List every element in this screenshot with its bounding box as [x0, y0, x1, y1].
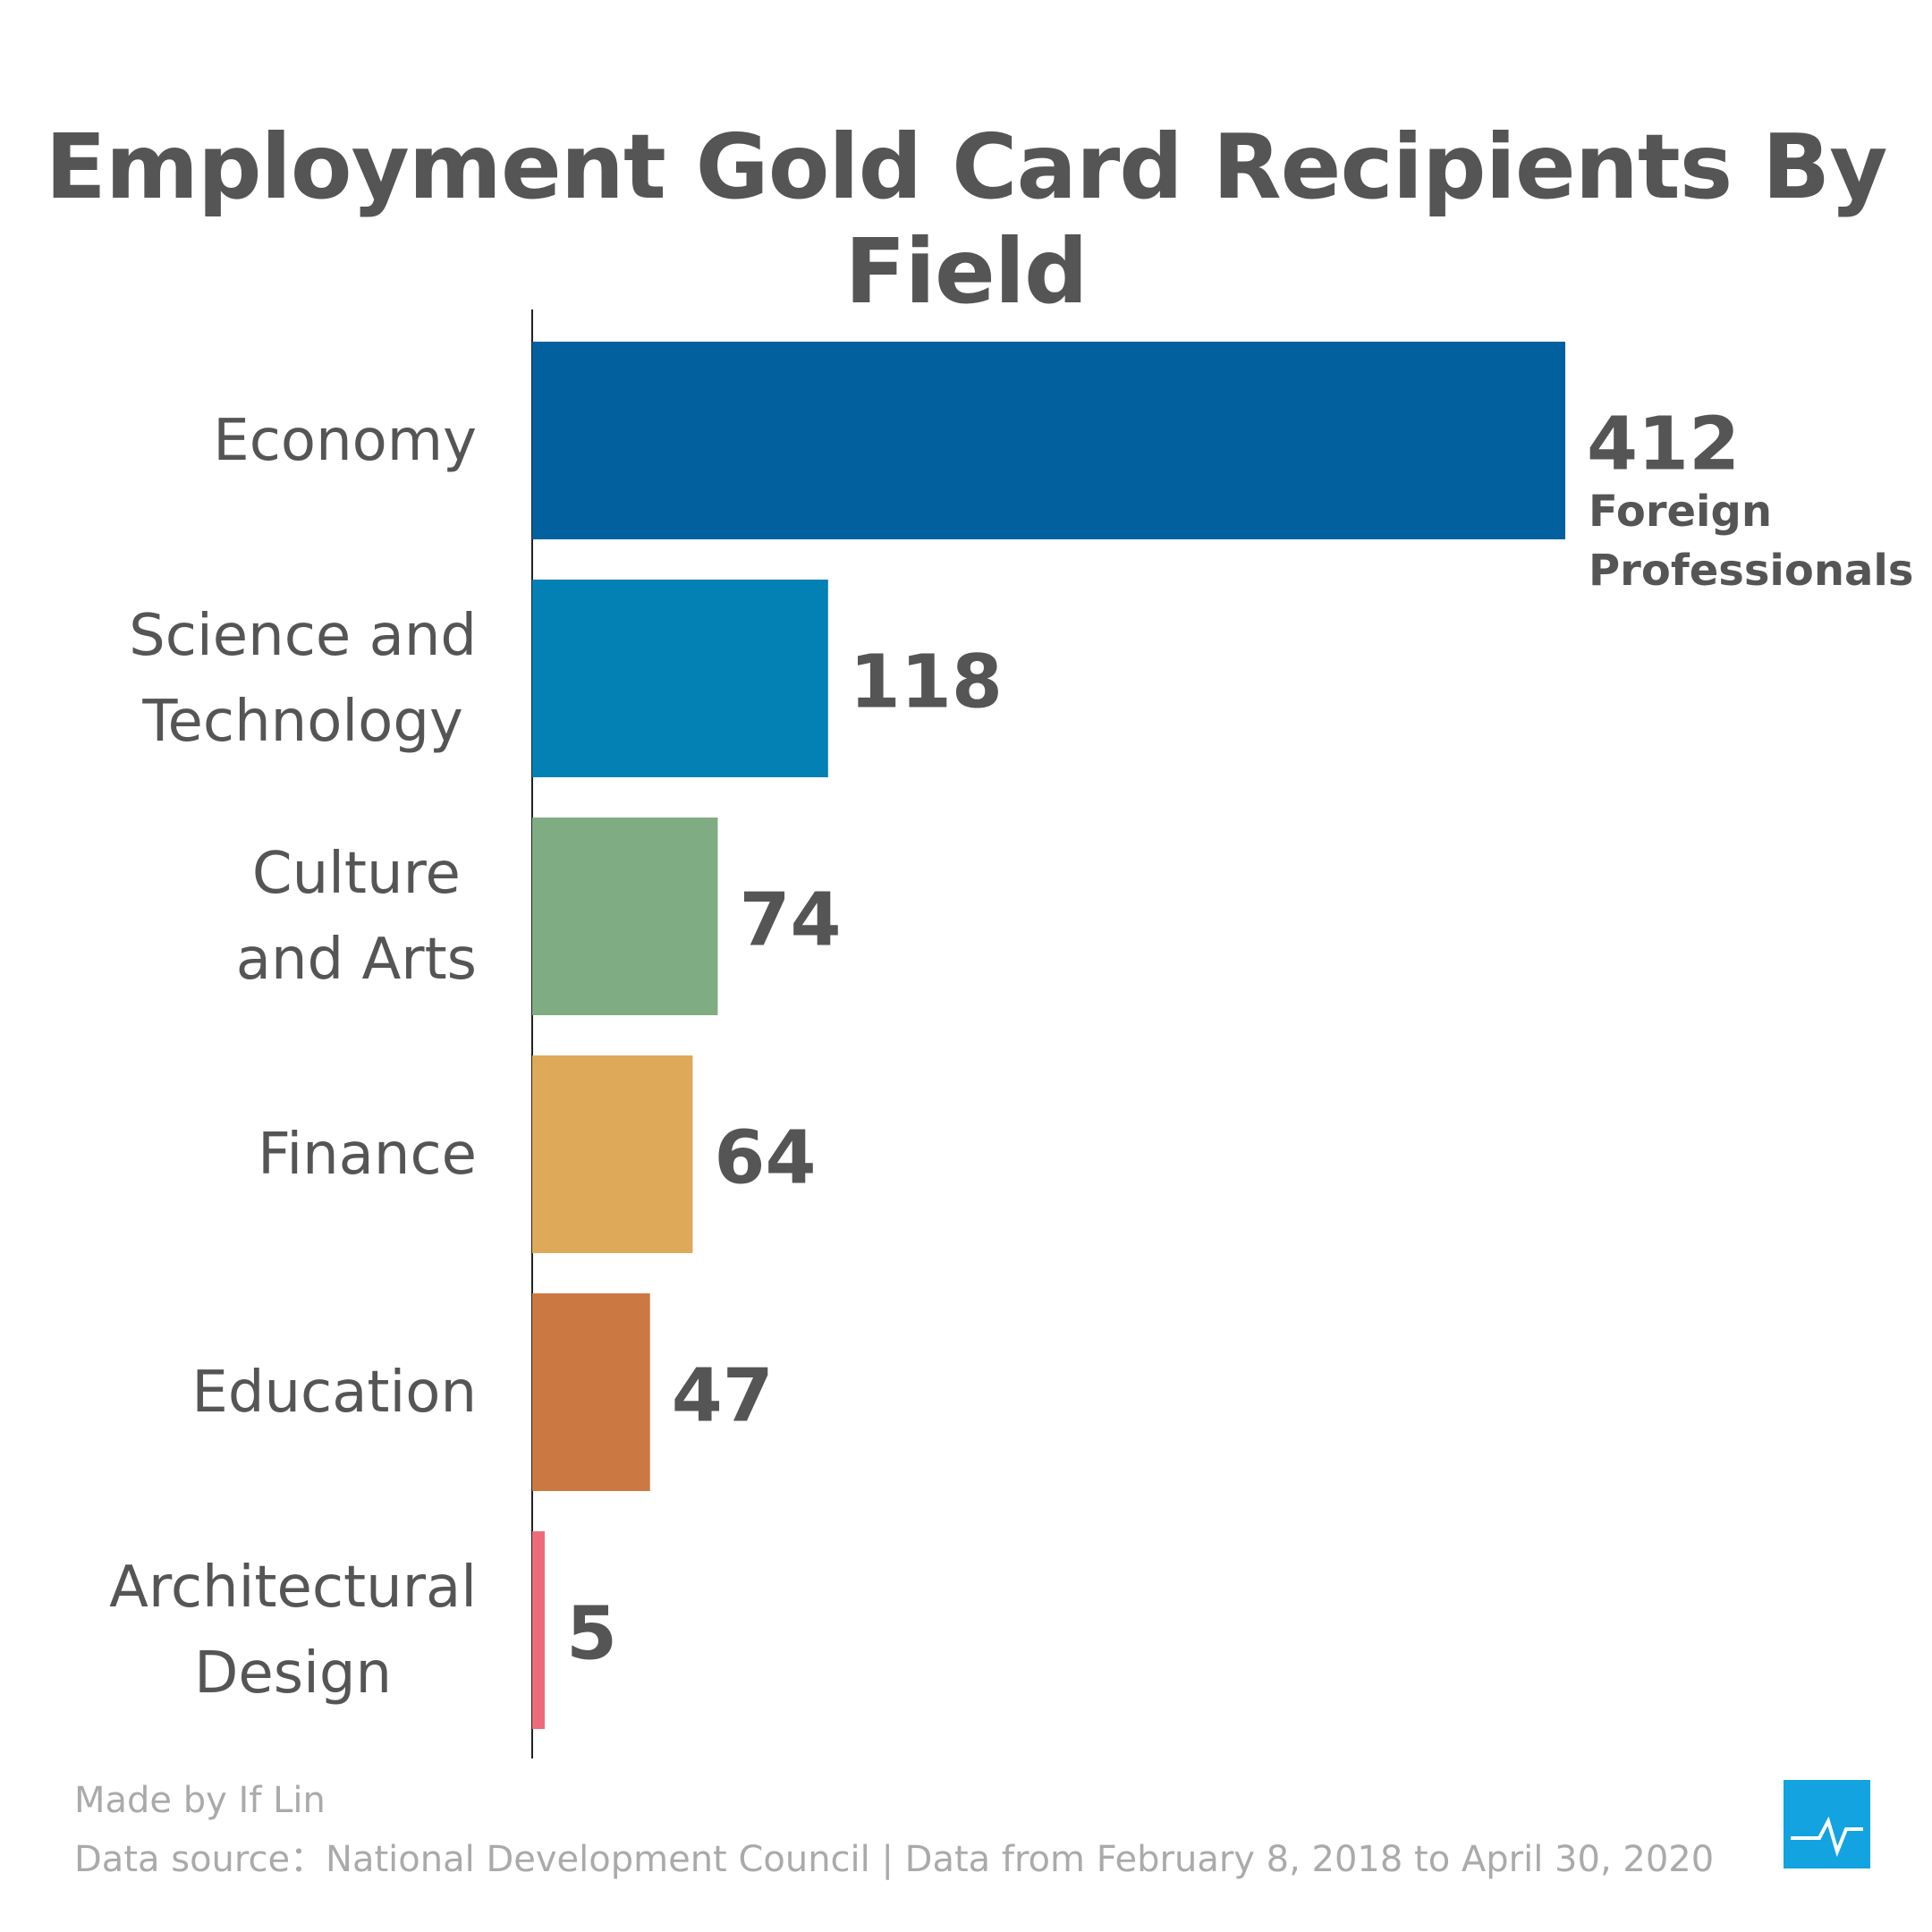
value-label: 47 [671, 1353, 774, 1438]
value-label: 74 [739, 877, 842, 962]
y-tick-label: Economy [213, 407, 477, 474]
bar [532, 342, 1565, 539]
credit: Made by If Lin [74, 1780, 326, 1821]
annotation: Foreign Professionals [1589, 486, 1914, 596]
value-label: 412 [1587, 402, 1741, 487]
bar [532, 1293, 650, 1491]
y-tick-label: Architectural Design [109, 1554, 477, 1707]
bar [532, 1531, 546, 1729]
y-tick-label: Culture and Arts [235, 840, 477, 993]
source: Data source：National Development Council… [74, 1839, 1715, 1880]
bar [532, 1055, 693, 1253]
y-tick-label: Science and Technology [129, 602, 477, 755]
bar [532, 818, 718, 1015]
value-label: 118 [849, 640, 1003, 724]
value-label: 5 [566, 1591, 618, 1676]
y-tick-label: Education [191, 1359, 477, 1426]
y-tick-label: Finance [258, 1121, 477, 1188]
chart-title: Employment Gold Card Recipients By Field [45, 114, 1888, 324]
bar [532, 580, 828, 777]
value-label: 64 [714, 1115, 817, 1200]
